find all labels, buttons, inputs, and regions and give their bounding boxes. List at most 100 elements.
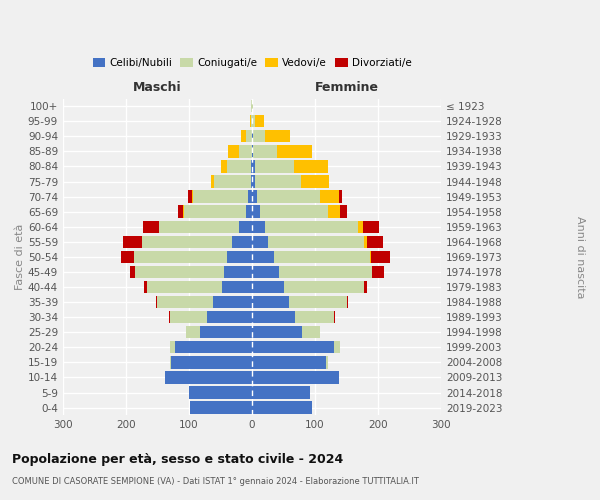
Bar: [227, 160, 251, 172]
Bar: [255, 176, 301, 188]
Bar: [200, 326, 252, 338]
Bar: [221, 160, 227, 172]
Bar: [252, 115, 254, 128]
Bar: [254, 160, 293, 172]
Bar: [252, 206, 260, 218]
Bar: [224, 266, 252, 278]
Bar: [228, 145, 239, 158]
Bar: [172, 356, 252, 368]
Bar: [284, 281, 364, 293]
Bar: [246, 206, 252, 218]
Bar: [165, 372, 252, 384]
Bar: [363, 220, 379, 233]
Bar: [159, 220, 239, 233]
Bar: [169, 311, 170, 324]
Bar: [222, 281, 252, 293]
Bar: [295, 311, 334, 324]
Bar: [193, 190, 248, 203]
Bar: [155, 296, 157, 308]
Bar: [144, 281, 148, 293]
Bar: [252, 220, 265, 233]
Bar: [191, 190, 193, 203]
Bar: [334, 341, 340, 353]
Bar: [265, 220, 358, 233]
Bar: [252, 281, 284, 293]
Bar: [135, 266, 224, 278]
Bar: [130, 266, 135, 278]
Text: Femmine: Femmine: [314, 81, 379, 94]
Bar: [252, 266, 278, 278]
Bar: [252, 402, 312, 414]
Bar: [278, 266, 372, 278]
Bar: [241, 130, 246, 142]
Bar: [121, 250, 134, 263]
Bar: [227, 250, 252, 263]
Bar: [328, 206, 340, 218]
Bar: [320, 190, 339, 203]
Bar: [175, 341, 252, 353]
Text: Maschi: Maschi: [133, 81, 182, 94]
Bar: [340, 206, 347, 218]
Bar: [246, 130, 252, 142]
Bar: [239, 220, 252, 233]
Legend: Celibi/Nubili, Coniugati/e, Vedovi/e, Divorziati/e: Celibi/Nubili, Coniugati/e, Vedovi/e, Di…: [89, 55, 415, 72]
Bar: [251, 160, 252, 172]
Bar: [250, 115, 251, 128]
Bar: [372, 266, 385, 278]
Bar: [188, 190, 191, 203]
Bar: [252, 386, 310, 398]
Bar: [182, 206, 184, 218]
Bar: [142, 236, 232, 248]
Bar: [187, 326, 200, 338]
Bar: [157, 296, 213, 308]
Bar: [371, 250, 390, 263]
Bar: [334, 311, 335, 324]
Text: COMUNE DI CASORATE SEMPIONE (VA) - Dati ISTAT 1° gennaio 2024 - Elaborazione TUT: COMUNE DI CASORATE SEMPIONE (VA) - Dati …: [12, 478, 419, 486]
Bar: [143, 220, 159, 233]
Bar: [253, 130, 265, 142]
Bar: [214, 176, 251, 188]
Bar: [189, 386, 252, 398]
Text: Popolazione per età, sesso e stato civile - 2024: Popolazione per età, sesso e stato civil…: [12, 452, 343, 466]
Bar: [302, 326, 320, 338]
Bar: [339, 190, 342, 203]
Bar: [184, 206, 246, 218]
Bar: [232, 236, 252, 248]
Bar: [239, 145, 252, 158]
Bar: [364, 281, 367, 293]
Bar: [252, 145, 253, 158]
Bar: [358, 220, 363, 233]
Bar: [178, 206, 182, 218]
Bar: [170, 311, 206, 324]
Bar: [251, 100, 252, 112]
Bar: [252, 356, 326, 368]
Bar: [211, 176, 214, 188]
Bar: [347, 296, 349, 308]
Bar: [252, 236, 268, 248]
Bar: [252, 190, 257, 203]
Bar: [206, 311, 252, 324]
Bar: [252, 296, 289, 308]
Bar: [274, 250, 370, 263]
Bar: [257, 190, 320, 203]
Bar: [190, 402, 252, 414]
Bar: [124, 236, 142, 248]
Bar: [252, 160, 254, 172]
Bar: [251, 115, 252, 128]
Bar: [252, 130, 253, 142]
Bar: [252, 250, 274, 263]
Bar: [265, 130, 290, 142]
Bar: [252, 341, 334, 353]
Bar: [252, 311, 295, 324]
Y-axis label: Fasce di età: Fasce di età: [15, 224, 25, 290]
Bar: [293, 160, 328, 172]
Bar: [170, 341, 175, 353]
Bar: [252, 176, 255, 188]
Bar: [252, 372, 339, 384]
Bar: [148, 281, 222, 293]
Bar: [253, 145, 277, 158]
Bar: [370, 250, 371, 263]
Bar: [268, 236, 364, 248]
Y-axis label: Anni di nascita: Anni di nascita: [575, 216, 585, 298]
Bar: [251, 176, 252, 188]
